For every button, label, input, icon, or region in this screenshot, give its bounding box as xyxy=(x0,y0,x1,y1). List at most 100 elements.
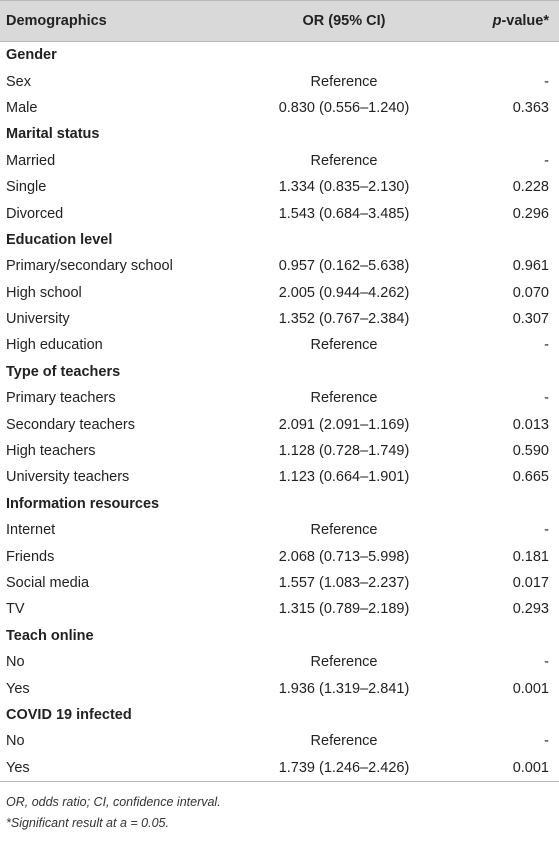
p-value-cell: 0.228 xyxy=(512,179,549,196)
p-value-cell: 0.665 xyxy=(512,469,549,486)
p-value-cell: - xyxy=(544,73,549,90)
section-header-row: COVID 19 infected xyxy=(0,702,559,728)
odds-ratio-cell xyxy=(229,491,459,517)
p-value-cell: 0.307 xyxy=(512,311,549,328)
p-value-cell: - xyxy=(544,152,549,169)
odds-ratio-cell: 1.128 (0.728–1.749) xyxy=(278,443,410,460)
table-row: High teachers 1.128 (0.728–1.749) 0.590 xyxy=(0,438,559,464)
odds-ratio-cell xyxy=(229,121,459,147)
odds-ratio-cell: Reference xyxy=(310,152,378,169)
p-value-cell xyxy=(459,42,559,69)
row-label: Internet xyxy=(6,522,56,539)
row-label: High school xyxy=(6,284,82,301)
table-row: Secondary teachers 2.091 (2.091–1.169) 0.0… xyxy=(0,411,559,437)
p-value-cell xyxy=(459,359,559,385)
table-row: Single 1.334 (0.835–2.130) 0.228 xyxy=(0,174,559,200)
odds-ratio-cell: 1.936 (1.319–2.841) xyxy=(278,680,410,697)
header-p-value: p-value* xyxy=(459,0,559,42)
p-value-cell: - xyxy=(544,390,549,407)
p-value-cell: 0.590 xyxy=(512,443,549,460)
section-header-row: Marital status xyxy=(0,121,559,147)
section-title: COVID 19 infected xyxy=(6,706,132,723)
row-label: No xyxy=(6,733,25,750)
p-value-cell xyxy=(459,623,559,649)
p-value-cell: 0.001 xyxy=(512,680,549,697)
odds-ratio-cell: 1.739 (1.246–2.426) xyxy=(229,754,459,782)
odds-ratio-table: Demographics OR (95% CI) p-value* Gender… xyxy=(0,0,559,782)
section-title: Gender xyxy=(6,47,57,64)
row-label: Male xyxy=(6,99,38,116)
p-value-cell: 0.017 xyxy=(512,575,549,591)
section-header-row: Education level xyxy=(0,227,559,253)
row-label: Single xyxy=(6,179,47,196)
row-label: Sex xyxy=(6,73,31,90)
section-header-row: Type of teachers xyxy=(0,359,559,385)
odds-ratio-cell: 1.543 (0.684–3.485) xyxy=(278,205,410,222)
odds-ratio-cell: 1.334 (0.835–2.130) xyxy=(278,179,410,196)
odds-ratio-cell: 1.315 (0.789–2.189) xyxy=(278,601,410,618)
odds-ratio-cell: Reference xyxy=(310,733,378,750)
p-value-cell: - xyxy=(544,733,549,750)
odds-ratio-cell: Reference xyxy=(310,390,378,407)
table-row: TV 1.315 (0.789–2.189) 0.293 xyxy=(0,596,559,622)
row-label: Yes xyxy=(6,680,30,697)
table-row: Divorced 1.543 (0.684–3.485) 0.296 xyxy=(0,200,559,226)
section-header-row: Gender xyxy=(0,42,559,69)
odds-ratio-cell: 2.068 (0.713–5.998) xyxy=(278,548,410,565)
table-header: Demographics OR (95% CI) p-value* xyxy=(0,0,559,42)
odds-ratio-cell: 0.957 (0.162–5.638) xyxy=(278,258,410,275)
odds-ratio-cell: 1.123 (0.664–1.901) xyxy=(278,469,410,486)
odds-ratio-cell: Reference xyxy=(310,654,378,671)
odds-ratio-cell: 1.352 (0.767–2.384) xyxy=(278,311,410,328)
table-row: Primary teachers Reference - xyxy=(0,385,559,411)
odds-ratio-cell: Reference xyxy=(310,522,378,539)
table-body: Gender Sex Reference - Male 0.830 (0.556–1.24… xyxy=(0,42,559,782)
odds-ratio-cell: Reference xyxy=(310,337,378,354)
p-value-cell xyxy=(459,702,559,728)
row-label: High teachers xyxy=(6,443,96,460)
odds-ratio-cell: Reference xyxy=(310,73,378,90)
odds-ratio-cell: 2.005 (0.944–4.262) xyxy=(278,284,410,301)
p-value-cell: 0.296 xyxy=(512,205,549,222)
p-value-cell: - xyxy=(544,337,549,354)
row-label: Secondary teachers xyxy=(6,416,135,433)
row-label: Yes xyxy=(0,754,229,782)
p-value-cell: 0.293 xyxy=(512,601,549,618)
header-row: Demographics OR (95% CI) p-value* xyxy=(0,0,559,42)
header-odds-ratio: OR (95% CI) xyxy=(229,0,459,42)
section-header-row: Information resources xyxy=(0,491,559,517)
section-title: Type of teachers xyxy=(6,363,121,380)
table-row: University teachers 1.123 (0.664–1.901) 0.… xyxy=(0,464,559,490)
odds-ratio-cell xyxy=(229,42,459,69)
row-label: Social media xyxy=(6,575,90,591)
odds-ratio-cell: 2.091 (2.091–1.169) xyxy=(278,416,410,433)
header-demographics: Demographics xyxy=(0,0,229,42)
section-title: Marital status xyxy=(6,126,100,143)
p-value-cell: 0.181 xyxy=(512,548,549,565)
p-value-cell: 0.961 xyxy=(512,258,549,275)
table-footnotes: OR, odds ratio; CI, confidence interval.… xyxy=(0,782,559,834)
table-row: No Reference - xyxy=(0,728,559,754)
odds-ratio-cell xyxy=(229,359,459,385)
table-row: Yes 1.936 (1.319–2.841) 0.001 xyxy=(0,675,559,701)
table-row: Yes 1.739 (1.246–2.426) 0.001 xyxy=(0,754,559,782)
table-row: University 1.352 (0.767–2.384) 0.307 xyxy=(0,306,559,332)
section-title: Information resources xyxy=(6,495,160,512)
p-value-cell: - xyxy=(544,522,549,539)
row-label: University teachers xyxy=(6,469,130,486)
odds-ratio-cell: 0.830 (0.556–1.240) xyxy=(278,99,410,116)
odds-ratio-cell xyxy=(229,702,459,728)
section-title: Teach online xyxy=(6,627,94,644)
footnote-significance: *Significant result at a = 0.05. xyxy=(6,815,169,830)
odds-ratio-cell: 1.557 (1.083–2.237) xyxy=(278,575,410,591)
section-title: Education level xyxy=(6,231,113,248)
p-value-cell xyxy=(459,121,559,147)
section-header-row: Teach online xyxy=(0,623,559,649)
row-label: TV xyxy=(6,601,25,618)
row-label: No xyxy=(6,654,25,671)
table-row: Sex Reference - xyxy=(0,68,559,94)
odds-ratio-cell xyxy=(229,227,459,253)
p-value-cell: 0.363 xyxy=(512,99,549,116)
odds-ratio-cell xyxy=(229,623,459,649)
